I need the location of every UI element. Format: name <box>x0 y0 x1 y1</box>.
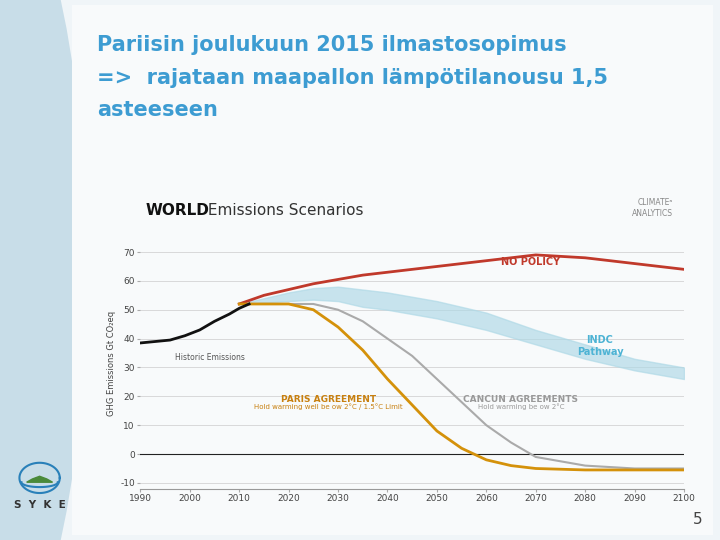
Text: Hold warming well be ow 2°C / 1.5°C Limit: Hold warming well be ow 2°C / 1.5°C Limi… <box>254 403 402 410</box>
Y-axis label: GHG Emissions Gt CO₂eq: GHG Emissions Gt CO₂eq <box>107 310 116 416</box>
Text: CANCUN AGREEMENTS: CANCUN AGREEMENTS <box>464 395 578 404</box>
Text: 5: 5 <box>693 511 702 526</box>
Polygon shape <box>27 476 53 482</box>
Text: =>  rajataan maapallon lämpötilanousu 1,5: => rajataan maapallon lämpötilanousu 1,5 <box>97 68 608 87</box>
Text: Historic Emissions: Historic Emissions <box>175 353 245 362</box>
Text: S  Y  K  E: S Y K E <box>14 500 66 510</box>
Text: INDC
Pathway: INDC Pathway <box>577 335 624 356</box>
Text: WORLD: WORLD <box>146 202 210 218</box>
Text: Emissions Scenarios: Emissions Scenarios <box>203 202 364 218</box>
Text: CLIMATEᵃ
ANALYTICS: CLIMATEᵃ ANALYTICS <box>632 198 673 218</box>
Text: PARIS AGREEMENT: PARIS AGREEMENT <box>281 395 376 404</box>
FancyBboxPatch shape <box>72 5 713 535</box>
Text: asteeseen: asteeseen <box>97 100 218 120</box>
Ellipse shape <box>0 0 86 540</box>
Text: NO POLICY: NO POLICY <box>501 257 560 267</box>
Text: Hold warming be ow 2°C: Hold warming be ow 2°C <box>477 403 564 410</box>
Text: Pariisin joulukuun 2015 ilmastosopimus: Pariisin joulukuun 2015 ilmastosopimus <box>97 35 567 55</box>
